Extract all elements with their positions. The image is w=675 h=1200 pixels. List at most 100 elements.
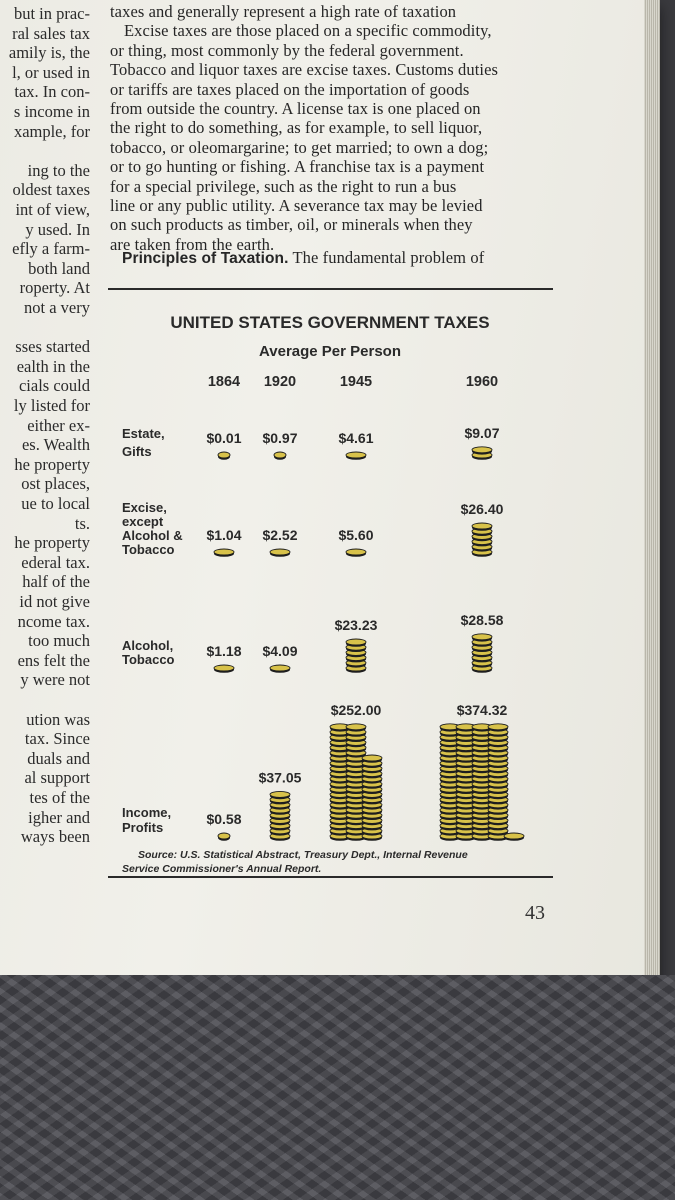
body-line: are taken from the earth. [110,234,275,254]
category-label: Gifts [122,444,152,459]
left-column-line: ncome tax. [17,611,90,631]
body-line: or thing, most commonly by the federal g… [110,40,464,60]
page-number: 43 [525,902,545,924]
body-line: on such products as timber, oil, or mine… [110,215,473,235]
value-label: $0.01 [206,430,241,446]
left-column-line: both land [28,258,90,278]
left-column-line: cials could [18,376,90,396]
body-line: the right to do something, as for exampl… [110,118,483,138]
body-line: Excise taxes are those placed on a speci… [124,21,492,41]
body-line: or tariffs are taxes placed on the impor… [110,79,470,99]
body-line: taxes and generally represent a high rat… [110,2,457,21]
left-column-line: ealth in the [16,356,90,376]
left-column-line: ways been [20,827,90,847]
value-label: $26.40 [461,501,504,517]
left-column-line: not a very [24,298,90,317]
body-line: or to go hunting or fishing. A franchise… [110,157,485,177]
chart-subtitle: Average Per Person [259,343,401,360]
coin [213,548,235,556]
coin [471,446,493,454]
value-label: $252.00 [331,702,382,718]
value-label: $37.05 [259,769,302,785]
left-column-line: ts. [74,513,90,533]
book-page: but in prac-ral sales tax amily is, the l,… [0,0,660,990]
left-column-line: efly a farm- [12,239,90,259]
coin [471,633,493,641]
body-line: line or any public utility. A severance … [110,196,483,215]
coin [503,832,525,840]
left-column-line: but in prac- [13,4,90,23]
value-label: $1.18 [206,643,241,659]
left-column-line: too much [28,631,90,651]
year-label: 1864 [208,374,240,390]
category-label: except [122,514,164,529]
left-column-line: half of the [22,572,90,592]
body-line: Tobacco and liquor taxes are excise taxe… [110,60,499,80]
left-column-line: ution was [26,709,90,729]
coin [345,638,367,646]
value-label: $2.52 [262,527,297,543]
section-heading-line: Principles of Taxation. The fundamental … [122,248,484,268]
left-column-line: ing to the [27,160,90,180]
category-label: Income, [122,805,171,820]
left-column-line: either ex- [27,415,90,435]
value-label: $28.58 [461,612,504,628]
category-label: Excise, [122,500,167,515]
tax-pictograph-chart: UNITED STATES GOVERNMENT TAXES Average Pe… [122,313,525,875]
left-column-line: ly listed for [13,396,90,415]
left-column-line: ral sales tax [12,23,90,43]
section-heading: Principles of Taxation. [122,250,289,267]
year-label: 1945 [340,374,372,390]
value-label: $4.61 [338,430,373,446]
left-column-line: y were not [20,670,90,690]
category-label: Alcohol, [122,638,173,653]
left-column-line: ost places, [21,474,90,494]
left-column-line: sses started [15,337,90,357]
category-label: Tobacco [122,652,175,667]
left-column-line: he property [14,533,90,553]
coin [361,754,383,762]
body-line: for a special privilege, such as the rig… [110,176,457,196]
coin [345,451,367,459]
chart-top-rule [108,288,553,290]
coin [269,664,291,672]
coin [487,723,509,731]
background-fabric [0,975,675,1200]
left-column-line: ederal tax. [21,552,90,572]
section-lead: The fundamental problem of [288,248,485,267]
coin [345,548,367,556]
chart-bottom-rule [108,876,553,878]
left-column-line: amily is, the [8,43,90,63]
coin [345,723,367,731]
left-column-line: al support [24,768,90,788]
left-column-line: int of view, [15,200,90,219]
value-label: $4.09 [262,643,297,659]
source-note-line-2: Service Commissioner's Annual Report. [122,863,321,875]
left-column-line: roperty. At [19,278,90,298]
page-edge [644,0,660,990]
category-label: Profits [122,820,163,835]
body-line: from outside the country. A license tax … [110,99,481,118]
value-label: $23.23 [335,617,378,633]
value-label: $0.58 [206,811,241,827]
coin [471,522,493,530]
coin [217,832,231,840]
left-column-line: ens felt the [17,650,90,670]
left-column-line: he property [14,454,90,474]
coin [269,548,291,556]
coin [269,790,291,798]
left-column-line: xample, for [13,121,90,141]
left-column-line: es. Wealth [21,435,90,455]
value-label: $1.04 [206,527,241,543]
left-column-line: oldest taxes [12,180,90,200]
category-label: Tobacco [122,542,175,557]
left-column-text: but in prac-ral sales tax amily is, the l,… [0,0,96,860]
body-line: tobacco, or oleomargarine; to get marrie… [110,137,489,157]
year-label: 1920 [264,374,296,390]
value-label: $374.32 [457,702,508,718]
left-column-line: tax. Since [24,729,90,749]
left-column-line: tes of the [29,788,90,807]
coin [273,451,287,459]
value-label: $5.60 [338,527,373,543]
left-column-line: ue to local [21,494,90,513]
